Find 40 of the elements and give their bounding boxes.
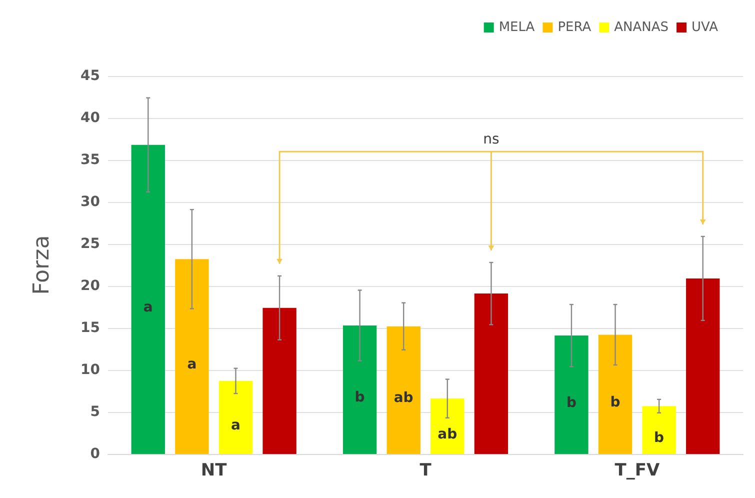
data-label: b [354, 390, 365, 406]
bar [386, 326, 420, 454]
data-label: a [143, 299, 153, 316]
bar [686, 278, 720, 454]
x-tick-label: NT [200, 460, 228, 480]
y-tick-label: 25 [80, 236, 100, 252]
data-label: b [566, 394, 576, 411]
y-tick-label: 30 [80, 194, 100, 210]
bar [430, 398, 464, 454]
data-label: a [231, 417, 240, 434]
data-label: b [654, 430, 664, 446]
data-label: ab [394, 390, 414, 406]
legend-label: ANANAS [614, 20, 669, 35]
annotation: ns [483, 132, 500, 148]
bar [598, 334, 632, 454]
y-axis-title: Forza [30, 235, 54, 295]
legend-label: MELA [498, 20, 535, 35]
bar [554, 336, 588, 454]
data-label: b [610, 394, 620, 410]
y-tick-label: 45 [80, 68, 100, 84]
y-tick-label: 5 [90, 404, 100, 420]
bar [262, 308, 296, 454]
y-tick-label: 15 [80, 320, 100, 336]
bar [175, 259, 209, 454]
x-tick-label: T [420, 460, 432, 480]
y-tick-label: 10 [80, 362, 100, 378]
data-label: ab [438, 426, 458, 442]
x-tick-label: T_FV [614, 460, 660, 480]
y-tick-label: 0 [90, 446, 100, 462]
y-tick-label: 40 [80, 110, 100, 126]
data-label: a [187, 356, 197, 373]
bar [474, 294, 508, 454]
bar [642, 406, 676, 454]
bar [342, 325, 377, 454]
bar [131, 144, 165, 454]
y-tick-label: 35 [80, 152, 100, 168]
bar [218, 380, 253, 454]
legend-label: PERA [558, 20, 592, 35]
legend-label: UVA [692, 20, 718, 35]
y-tick-label: 20 [80, 278, 100, 294]
